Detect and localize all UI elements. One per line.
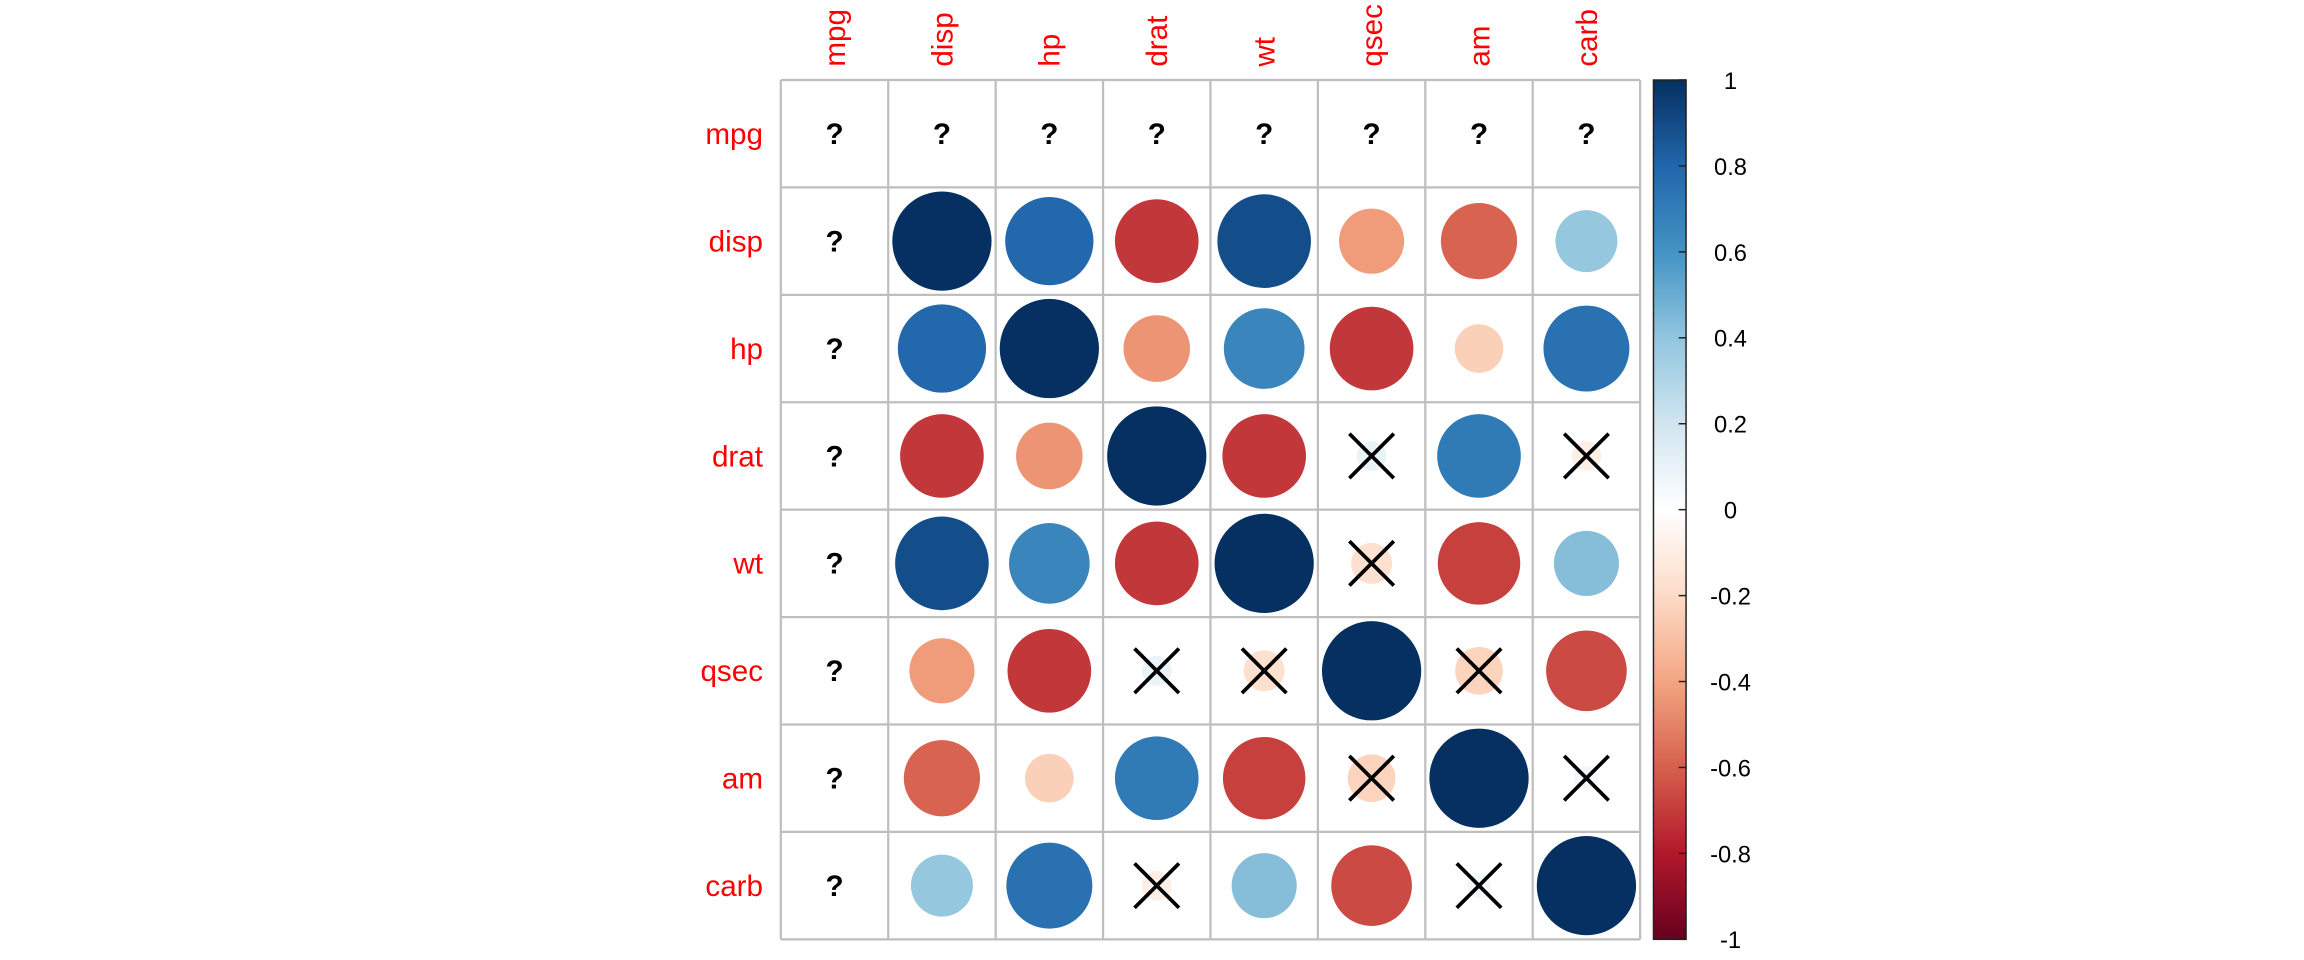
- missing-value-mark: ?: [825, 226, 843, 259]
- colorbar-tick-label: 1: [1724, 69, 1737, 95]
- colorbar-tick-label: -0.4: [1710, 670, 1751, 696]
- column-label: carb: [1571, 9, 1604, 67]
- column-label: hp: [1034, 34, 1067, 67]
- correlation-circle: [1005, 197, 1094, 286]
- colorbar-tick-label: -0.8: [1710, 842, 1751, 868]
- colorbar-tick-label: 0.2: [1714, 413, 1747, 439]
- colorbar-tick-label: 0.4: [1714, 327, 1747, 353]
- row-label: disp: [709, 226, 763, 259]
- correlation-circle: [1009, 523, 1090, 604]
- correlation-circle: [1217, 194, 1311, 288]
- missing-value-mark: ?: [1470, 118, 1488, 151]
- correlation-circle: [1454, 324, 1504, 373]
- insignificant-cross-mark: [1133, 862, 1181, 910]
- correlation-circle: [1437, 522, 1521, 605]
- correlation-circle: [1107, 406, 1207, 506]
- correlation-circle: [1222, 414, 1307, 498]
- row-label: am: [722, 763, 763, 796]
- correlation-circle: [1114, 736, 1199, 821]
- row-label: carb: [705, 870, 763, 903]
- correlation-circle: [1016, 422, 1083, 490]
- row-label: mpg: [705, 118, 763, 151]
- missing-value-mark: ?: [1255, 118, 1273, 151]
- missing-value-mark: ?: [933, 118, 951, 151]
- colorbar-tick-label: -0.6: [1710, 756, 1751, 782]
- correlation-circle: [999, 298, 1099, 399]
- missing-value-mark: ?: [1148, 118, 1166, 151]
- colorbar-tick-label: -0.2: [1710, 584, 1751, 610]
- row-label: wt: [732, 548, 763, 581]
- missing-value-mark: ?: [825, 118, 843, 151]
- correlation-circle: [1536, 835, 1637, 936]
- correlation-circle: [897, 304, 987, 393]
- missing-value-mark: ?: [1577, 118, 1595, 151]
- colorbar-tick-label: 0.8: [1714, 155, 1747, 181]
- insignificant-cross-mark: [1240, 647, 1288, 695]
- correlation-circle: [1553, 530, 1619, 596]
- column-label: mpg: [819, 9, 852, 67]
- row-label: hp: [730, 333, 763, 366]
- missing-value-mark: ?: [1363, 118, 1381, 151]
- insignificant-cross-mark: [1348, 539, 1396, 587]
- correlation-circle: [1543, 305, 1630, 392]
- colorbar-tick-label: 0.6: [1714, 241, 1747, 267]
- correlation-circle: [1321, 621, 1422, 721]
- correlation-circle: [1546, 630, 1627, 712]
- correlation-circle: [1429, 728, 1529, 828]
- missing-value-mark: ?: [825, 440, 843, 473]
- colorbar-tick-label: -1: [1720, 928, 1741, 954]
- missing-value-mark: ?: [1040, 118, 1058, 151]
- column-label: am: [1463, 26, 1496, 67]
- insignificant-cross-mark: [1455, 647, 1503, 695]
- missing-value-mark: ?: [825, 763, 843, 796]
- missing-value-mark: ?: [825, 333, 843, 366]
- column-label: disp: [926, 12, 959, 66]
- missing-value-mark: ?: [825, 870, 843, 903]
- column-label: qsec: [1356, 4, 1389, 67]
- correlation-circle: [892, 191, 992, 291]
- correlation-circle: [1006, 842, 1093, 929]
- insignificant-cross-mark: [1455, 862, 1503, 910]
- correlation-circle: [1114, 199, 1199, 283]
- correlation-circle: [1025, 753, 1074, 803]
- correlation-circle: [1329, 306, 1414, 391]
- correlation-circle: [1223, 308, 1305, 389]
- correlation-circle: [909, 638, 975, 704]
- colorbar-tick-label: 0: [1724, 499, 1737, 525]
- missing-value-mark: ?: [825, 655, 843, 688]
- correlation-circle: [895, 516, 989, 611]
- correlation-circle: [1123, 315, 1191, 382]
- insignificant-cross-mark: [1133, 647, 1181, 695]
- missing-value-mark: ?: [825, 548, 843, 581]
- insignificant-cross-mark: [1348, 754, 1396, 802]
- column-label: drat: [1141, 15, 1174, 67]
- correlation-circle: [1214, 513, 1314, 614]
- correlation-circle: [1555, 210, 1618, 273]
- correlation-circle: [1331, 845, 1412, 926]
- correlation-circle: [903, 740, 981, 817]
- row-label: drat: [712, 440, 764, 473]
- insignificant-cross-mark: [1562, 432, 1610, 480]
- correlation-circle: [910, 854, 973, 917]
- correlation-circle: [1114, 521, 1199, 606]
- correlation-circle: [1437, 414, 1521, 498]
- correlation-circle: [1339, 208, 1405, 274]
- row-label: qsec: [700, 655, 763, 688]
- correlation-circle: [1222, 736, 1306, 820]
- correlation-circle: [1440, 203, 1518, 280]
- correlation-circle: [1231, 853, 1297, 919]
- insignificant-cross-mark: [1348, 432, 1396, 480]
- correlation-circle: [900, 414, 984, 498]
- insignificant-cross-mark: [1562, 754, 1610, 802]
- correlation-circle: [1007, 628, 1092, 713]
- column-label: wt: [1249, 36, 1282, 67]
